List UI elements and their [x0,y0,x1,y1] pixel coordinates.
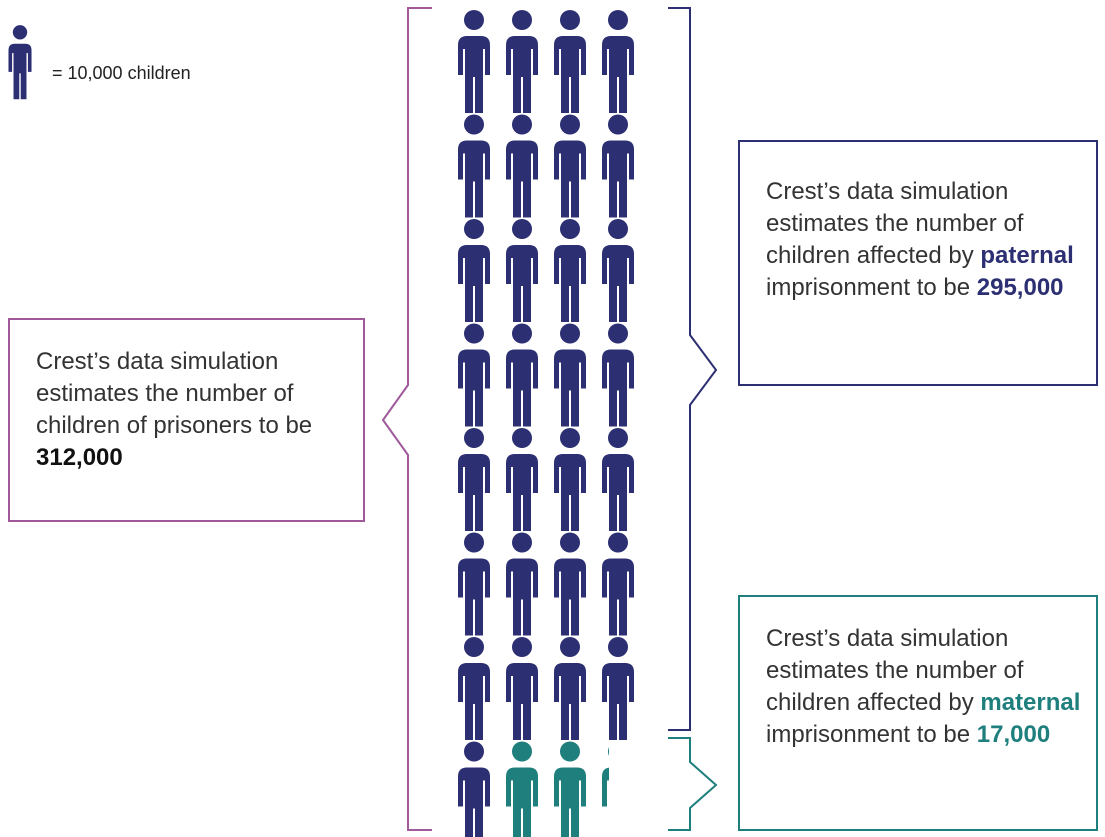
person-icon [458,219,490,322]
legend-label: = 10,000 children [52,63,191,83]
person-icon [458,114,490,218]
icon-grid [458,10,634,837]
person-icon [554,114,586,218]
person-icon [602,741,609,837]
person-icon [458,10,490,113]
callout-text: Crest’s data simulation estimates the nu… [766,178,1024,269]
person-icon [506,637,538,740]
person-icon [554,219,586,322]
person-icon [602,114,634,218]
callout-keyword: paternal [980,242,1074,269]
person-icon [554,323,586,427]
callout-figure: 295,000 [976,274,1064,301]
person-icon [506,10,538,113]
person-icon [602,532,634,636]
callout-keyword: maternal [980,689,1081,716]
person-icon [554,10,586,113]
person-icon [554,532,586,636]
person-icon [506,532,538,636]
person-icon [458,428,490,531]
person-icon [602,637,634,740]
person-icon [554,428,586,531]
person-icon [602,428,634,531]
person-icon [458,637,490,740]
bracket-paternal [668,7,718,731]
person-icon [602,219,634,322]
callout-text: Crest’s data simulation estimates the nu… [766,625,1024,716]
legend-icon [8,25,32,100]
person-icon [506,114,538,218]
callout-text: imprisonment to be [766,274,971,301]
person-icon [458,323,490,427]
person-icon [554,741,586,837]
callout-figure: 17,000 [976,721,1051,748]
callout-text: Crest’s data simulation estimates the nu… [36,348,313,439]
person-icon [458,532,490,636]
bracket-total [381,7,432,831]
person-icon [602,10,634,113]
person-icon [458,741,490,837]
person-icon [506,428,538,531]
callout-text: imprisonment to be [766,721,971,748]
person-icon [506,741,538,837]
person-icon [602,323,634,427]
callout-paternal: Crest’s data simulation estimates the nu… [738,140,1098,386]
callout-total: Crest’s data simulation estimates the nu… [8,318,365,522]
person-icon [506,323,538,427]
person-icon [554,637,586,740]
bracket-maternal [668,737,718,831]
callout-maternal: Crest’s data simulation estimates the nu… [738,595,1098,831]
person-icon [506,219,538,322]
callout-figure: 312,000 [36,444,123,471]
